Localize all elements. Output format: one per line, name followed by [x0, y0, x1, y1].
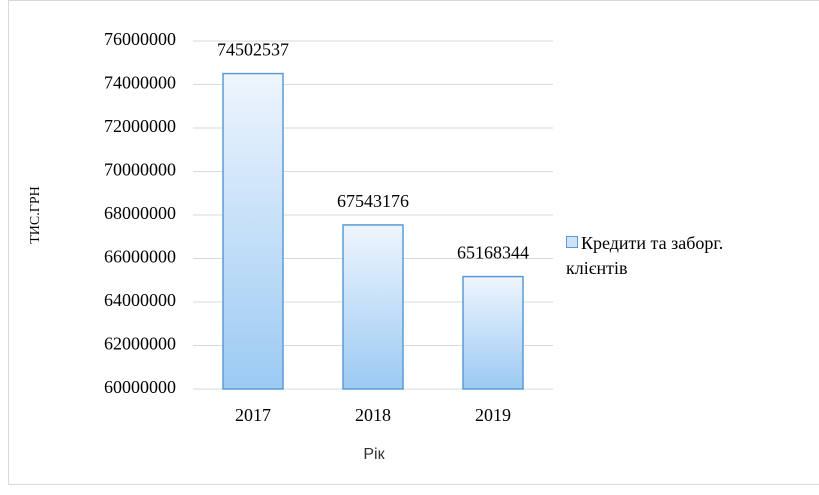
legend-label: Кредити та заборг. клієнтів — [566, 233, 724, 278]
y-tick-label: 76000000 — [104, 29, 176, 49]
x-tick-label: 2018 — [355, 405, 391, 425]
y-tick-label: 70000000 — [104, 160, 176, 180]
y-tick-label: 68000000 — [104, 203, 176, 223]
y-tick-label: 74000000 — [104, 73, 176, 93]
x-axis-label: Рік — [363, 446, 385, 463]
chart-border — [8, 0, 819, 485]
y-axis-label: ТИС.ГРН — [28, 186, 43, 244]
y-tick-label: 66000000 — [104, 247, 176, 267]
y-tick-label: 64000000 — [104, 290, 176, 310]
legend-swatch — [566, 236, 578, 248]
bar — [222, 72, 284, 390]
y-tick-label: 60000000 — [104, 377, 176, 397]
legend: Кредити та заборг. клієнтів — [566, 231, 741, 281]
y-tick-label: 72000000 — [104, 116, 176, 136]
bar — [462, 275, 524, 390]
value-label: 67543176 — [337, 191, 409, 211]
value-label: 65168344 — [457, 243, 529, 263]
value-label: 74502537 — [217, 40, 289, 60]
x-tick-label: 2019 — [475, 405, 511, 425]
y-tick-label: 62000000 — [104, 334, 176, 354]
bar — [342, 224, 404, 390]
x-tick-label: 2017 — [235, 405, 271, 425]
